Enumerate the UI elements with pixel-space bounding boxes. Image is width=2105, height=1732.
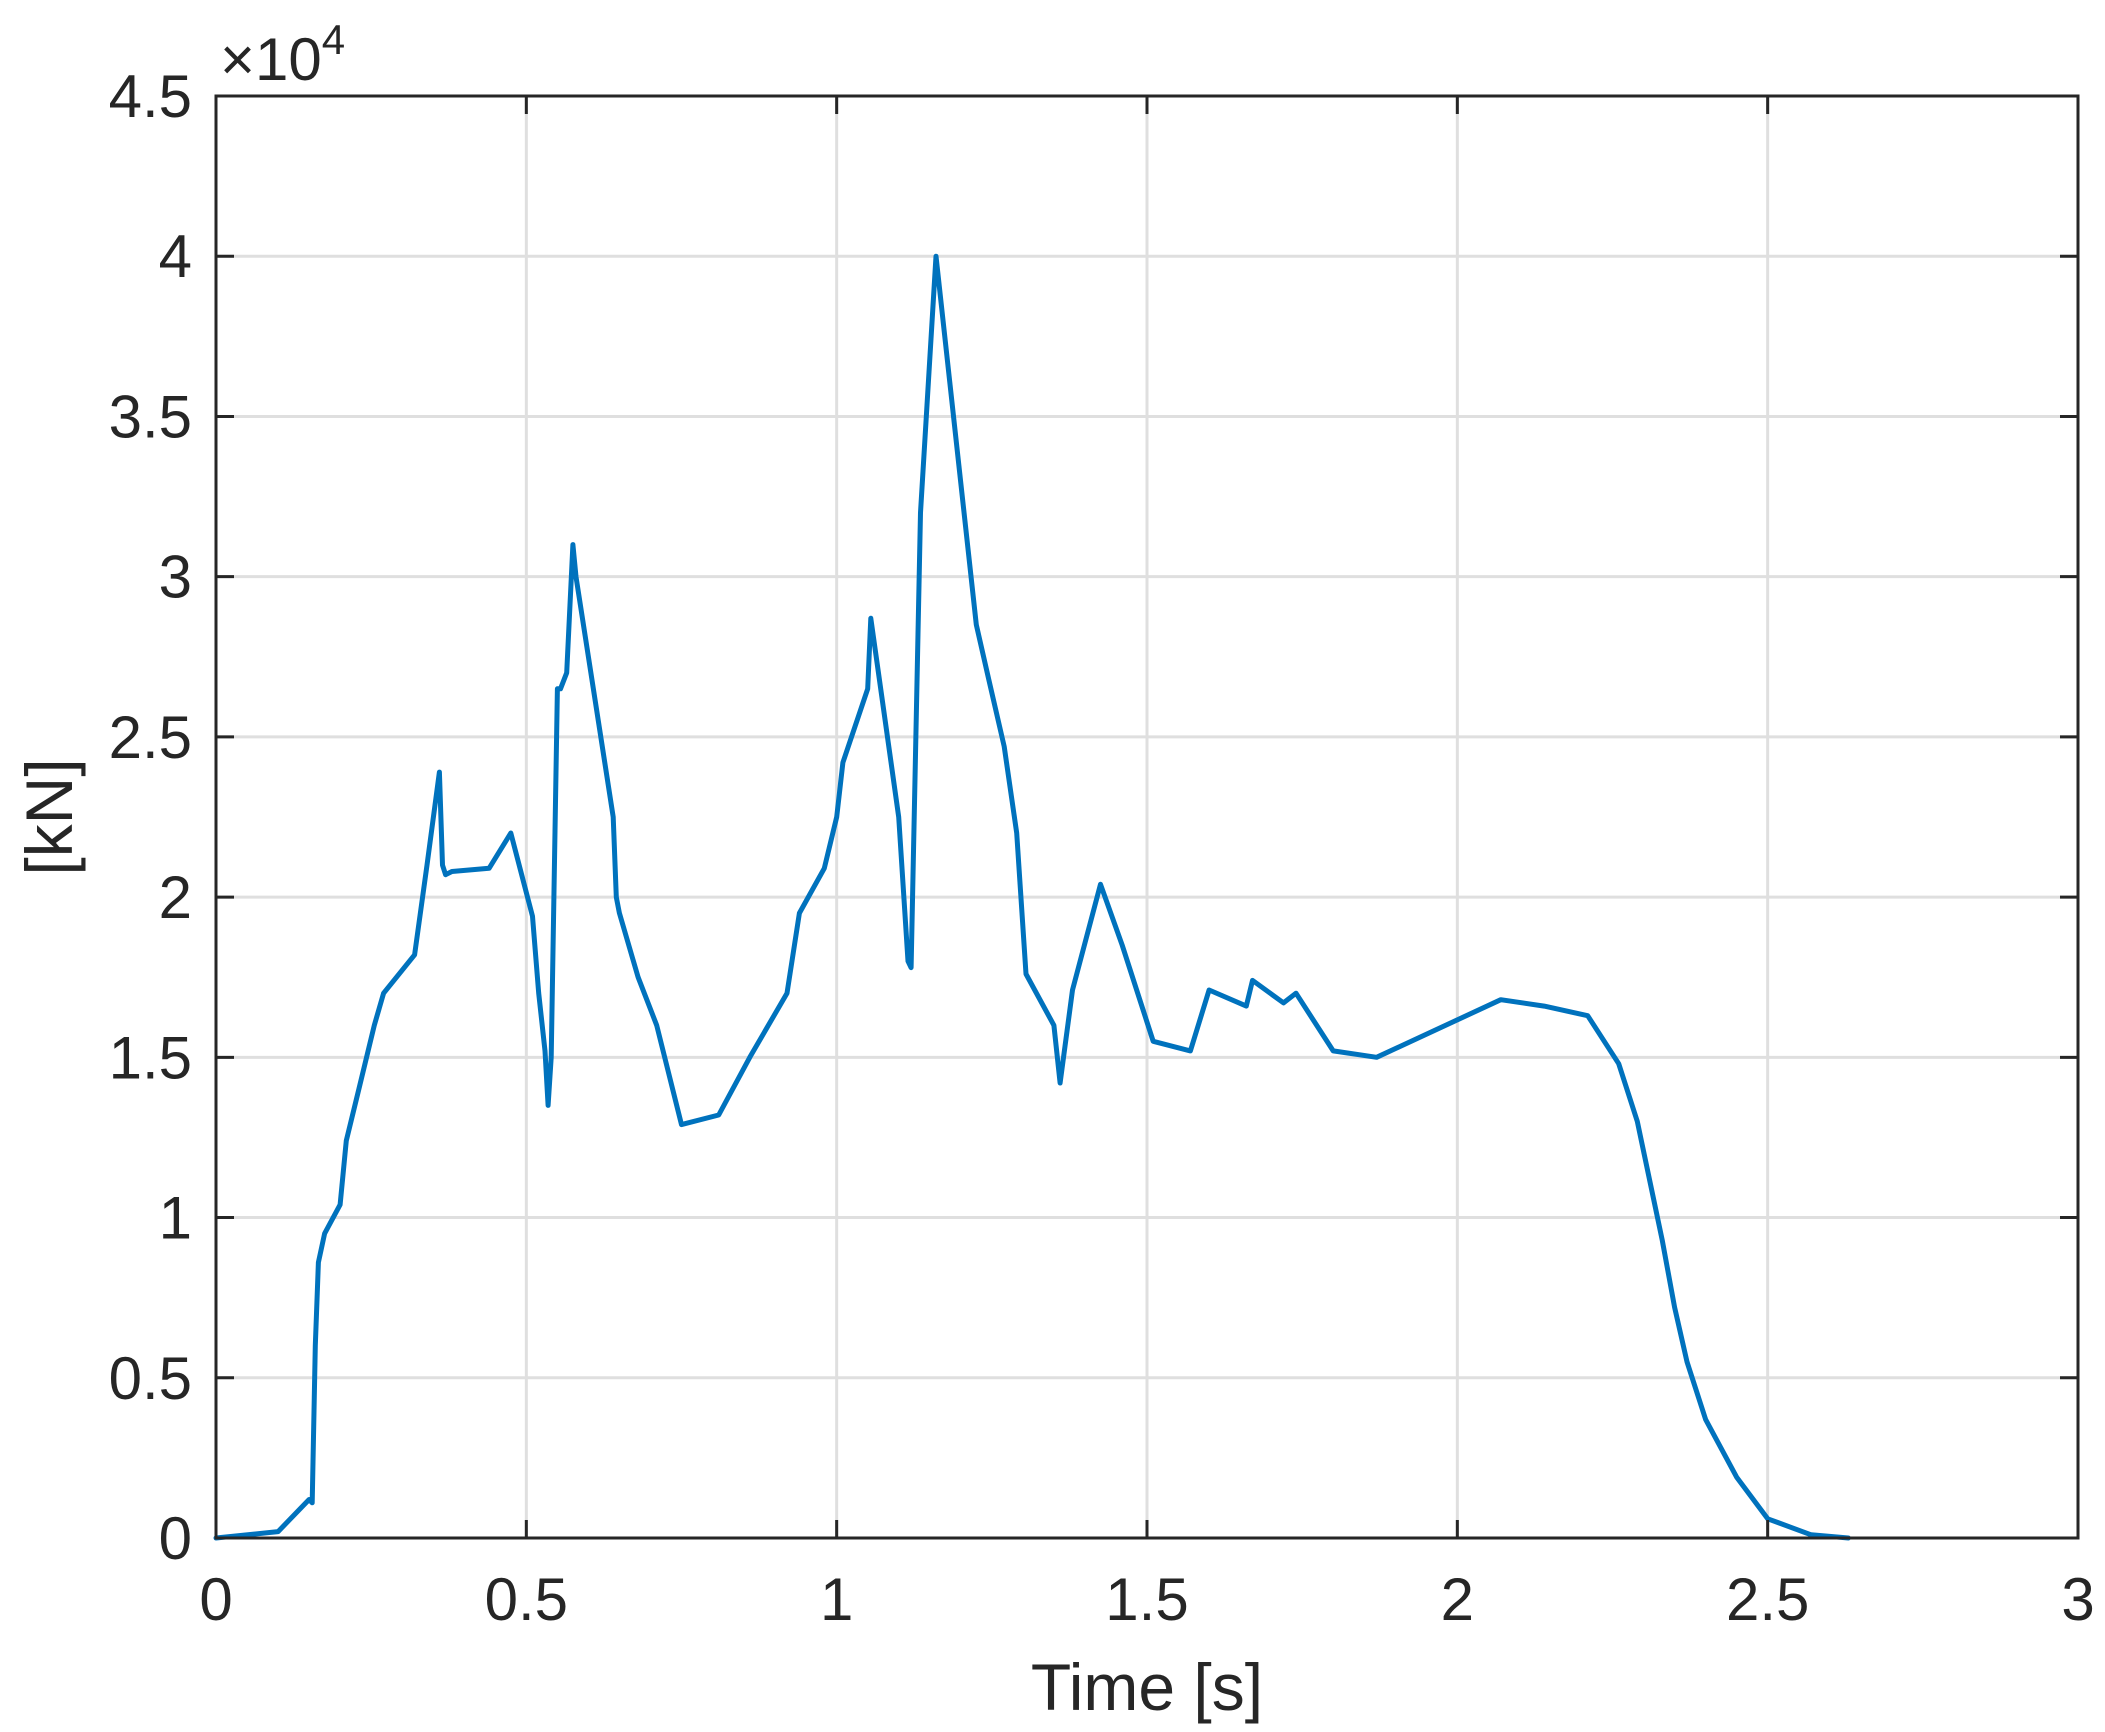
- y-tick-label: 4: [159, 223, 192, 290]
- y-tick-labels: 0 0.5 1 1.5 2 2.5 3 3.5 4 4.5: [109, 63, 192, 1572]
- y-tick-label: 1.5: [109, 1024, 192, 1091]
- y-tick-label: 4.5: [109, 63, 192, 130]
- series-line: [213, 253, 1851, 1541]
- x-tick-label: 0.5: [485, 1566, 568, 1633]
- x-tick-label: 0: [199, 1566, 232, 1633]
- y-tick-label: 3: [159, 544, 192, 611]
- y-tick-label: 1: [159, 1185, 192, 1252]
- tick-marks: [214, 94, 2080, 1540]
- x-axis-label: Time [s]: [1031, 1650, 1263, 1724]
- grid-lines: [216, 96, 2078, 1538]
- y-tick-label: 0.5: [109, 1345, 192, 1412]
- x-tick-label: 1.5: [1105, 1566, 1188, 1633]
- y-axis-exponent-power: 4: [322, 16, 345, 63]
- y-axis-exponent: ×104: [220, 16, 345, 93]
- y-tick-label: 2: [159, 864, 192, 931]
- x-tick-label: 1: [820, 1566, 853, 1633]
- x-tick-labels: 0 0.5 1 1.5 2 2.5 3: [199, 1566, 2094, 1633]
- x-tick-label: 2: [1441, 1566, 1474, 1633]
- series-layer: [213, 253, 1851, 1541]
- x-tick-label: 2.5: [1726, 1566, 1809, 1633]
- y-tick-label: 2.5: [109, 704, 192, 771]
- y-tick-label: 0: [159, 1505, 192, 1572]
- x-tick-label: 3: [2061, 1566, 2094, 1633]
- y-tick-label: 3.5: [109, 383, 192, 450]
- y-axis-exponent-base: ×10: [220, 26, 322, 93]
- y-axis-label: [kN]: [12, 758, 86, 875]
